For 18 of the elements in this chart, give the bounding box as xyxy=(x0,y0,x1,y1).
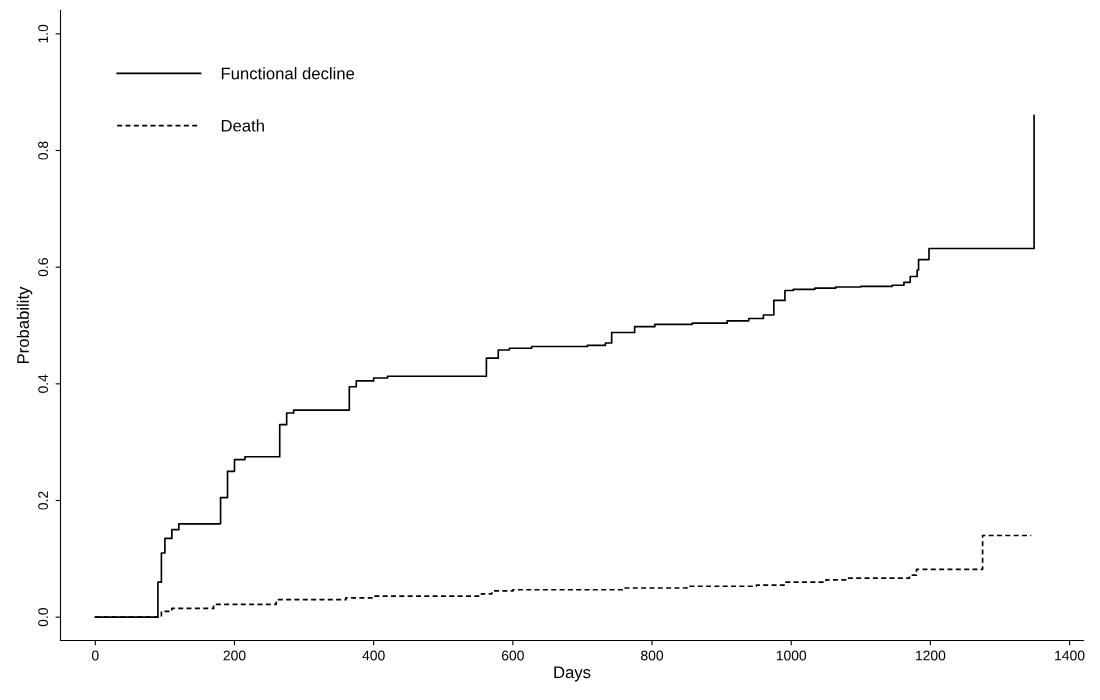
x-tick-label: 0 xyxy=(91,650,99,661)
y-tick-label: 0.2 xyxy=(38,491,49,510)
y-axis-title: Probability xyxy=(16,286,33,364)
x-axis-title: Days xyxy=(554,666,591,682)
x-tick-label: 1200 xyxy=(916,650,946,661)
x-tick-label: 400 xyxy=(362,650,385,661)
x-tick-label: 1000 xyxy=(776,650,807,661)
y-tick-label: 0.4 xyxy=(38,374,49,393)
x-tick-label: 800 xyxy=(641,650,664,661)
x-tick-label: 1400 xyxy=(1055,650,1085,661)
y-tick-label: 0.8 xyxy=(38,141,49,160)
legend-label: Functional decline xyxy=(221,67,355,80)
legend-label: Death xyxy=(221,119,264,132)
y-tick-label: 1.0 xyxy=(38,24,49,43)
x-tick-label: 200 xyxy=(223,650,246,661)
y-tick-label: 0.6 xyxy=(38,258,49,277)
x-tick-label: 600 xyxy=(501,650,524,661)
y-tick-label: 0.0 xyxy=(38,608,49,627)
